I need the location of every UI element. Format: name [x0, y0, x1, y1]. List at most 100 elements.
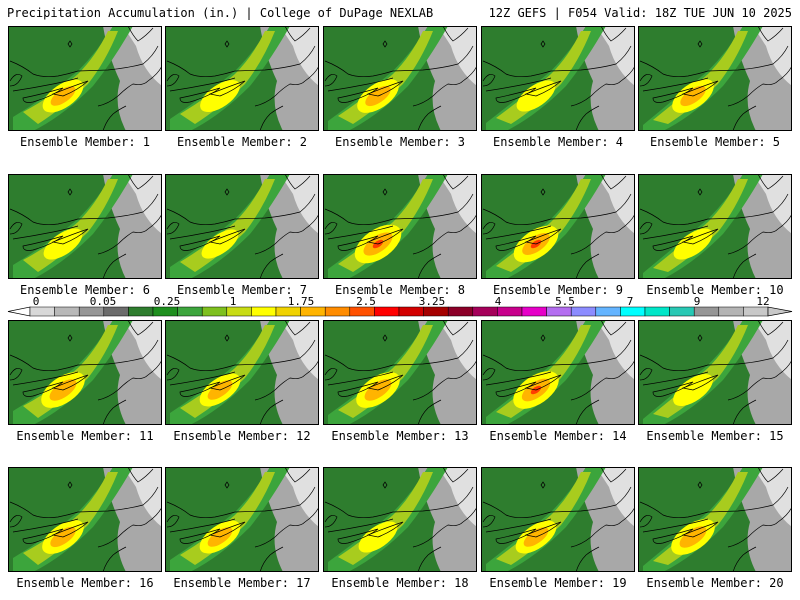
colorbar-tick-label: 12 [756, 295, 770, 308]
colorbar-tick-label: 0.25 [153, 295, 181, 308]
colorbar-tick-label: 3.25 [418, 295, 446, 308]
ensemble-member-label: Ensemble Member: 12 [173, 429, 311, 443]
ensemble-member-label: Ensemble Member: 18 [331, 576, 469, 590]
ensemble-member-label: Ensemble Member: 11 [16, 429, 154, 443]
ensemble-member-map [638, 26, 792, 131]
panel-frame [8, 174, 162, 279]
panel-frame [165, 467, 319, 572]
geography-outlines [166, 174, 319, 279]
panel-frame [165, 174, 319, 279]
panel-frame [8, 467, 162, 572]
geography-outlines [9, 26, 162, 131]
geography-outlines [482, 320, 635, 425]
ensemble-member-map [481, 174, 635, 279]
precip-map [8, 320, 162, 425]
ensemble-member-label: Ensemble Member: 5 [649, 135, 781, 149]
precip-map [165, 174, 319, 279]
no-precip-area [596, 467, 635, 527]
ensemble-member-label: Ensemble Member: 4 [492, 135, 624, 149]
panel-frame [8, 26, 162, 131]
panel-frame [8, 320, 162, 425]
no-precip-area [438, 174, 477, 234]
ensemble-member-map [165, 174, 319, 279]
ensemble-member-map [481, 467, 635, 572]
model-run-info: 12Z GEFS | F054 Valid: 18Z TUE JUN 10 20… [488, 6, 792, 20]
precip-map [8, 467, 162, 572]
ensemble-member-label: Ensemble Member: 13 [331, 429, 469, 443]
colorbar-segment [423, 306, 449, 317]
colorbar-segment [29, 306, 55, 317]
no-precip-area [753, 467, 792, 527]
no-precip-area [596, 320, 635, 380]
ensemble-member-label: Ensemble Member: 9 [492, 283, 624, 297]
panel-frame [638, 174, 792, 279]
ensemble-member-map [481, 320, 635, 425]
colorbar-segment [177, 306, 203, 317]
precip-map [638, 174, 792, 279]
geography-outlines [482, 26, 635, 131]
header: Precipitation Accumulation (in.) | Colle… [0, 0, 800, 24]
no-precip-area [123, 26, 162, 86]
geography-outlines [324, 467, 477, 572]
colorbar-segment [251, 306, 277, 317]
precip-map [8, 174, 162, 279]
precip-map [323, 320, 477, 425]
panel-frame [481, 174, 635, 279]
precip-map [323, 174, 477, 279]
precip-map [481, 320, 635, 425]
ensemble-member-map [8, 174, 162, 279]
geography-outlines [324, 174, 477, 279]
precip-map [481, 174, 635, 279]
ensemble-member-map [165, 467, 319, 572]
geography-outlines [9, 320, 162, 425]
geography-outlines [9, 467, 162, 572]
colorbar-tick-label: 1 [229, 295, 237, 308]
geography-outlines [639, 174, 792, 279]
panel-frame [638, 26, 792, 131]
precip-map [638, 467, 792, 572]
ensemble-member-map [165, 320, 319, 425]
ensemble-member-label: Ensemble Member: 20 [646, 576, 784, 590]
colorbar-segment [152, 306, 178, 317]
geography-outlines [324, 26, 477, 131]
no-precip-area [123, 467, 162, 527]
colorbar-segment [103, 306, 129, 317]
ensemble-member-map [8, 320, 162, 425]
colorbar-segment [349, 306, 375, 317]
colorbar-segment [398, 306, 424, 317]
no-precip-area [596, 174, 635, 234]
colorbar-segment [546, 306, 572, 317]
colorbar-tick-label: 1.75 [287, 295, 315, 308]
colorbar-segment [54, 306, 80, 317]
colorbar-segment [718, 306, 744, 317]
ensemble-member-map [323, 174, 477, 279]
colorbar-tick-label: 7 [626, 295, 634, 308]
colorbar-tick-label: 2.5 [356, 295, 376, 308]
no-precip-area [596, 26, 635, 86]
ensemble-member-label: Ensemble Member: 7 [176, 283, 308, 297]
no-precip-area [123, 174, 162, 234]
precip-map [323, 26, 477, 131]
colorbar-tick-label: 4 [494, 295, 502, 308]
precip-map [165, 467, 319, 572]
colorbar-segment [374, 306, 400, 317]
no-precip-area [280, 174, 319, 234]
colorbar-segment [595, 306, 621, 317]
colorbar-tick-label: 0.05 [89, 295, 117, 308]
colorbar-segment [620, 306, 646, 317]
ensemble-member-label: Ensemble Member: 19 [489, 576, 627, 590]
colorbar-segment [743, 306, 769, 317]
no-precip-area [123, 320, 162, 380]
ensemble-member-map [8, 26, 162, 131]
colorbar-segment [472, 306, 498, 317]
precip-map [638, 320, 792, 425]
colorbar: 0 0.05 0.25 1 1.75 2.5 3.25 4 5.5 7 9 12 [0, 295, 800, 320]
colorbar-scale [7, 306, 793, 317]
no-precip-area [753, 320, 792, 380]
precip-map [481, 26, 635, 131]
colorbar-tick-label: 0 [32, 295, 40, 308]
ensemble-member-map [165, 26, 319, 131]
precip-map [8, 26, 162, 131]
colorbar-segment [521, 306, 547, 317]
precip-map [323, 467, 477, 572]
